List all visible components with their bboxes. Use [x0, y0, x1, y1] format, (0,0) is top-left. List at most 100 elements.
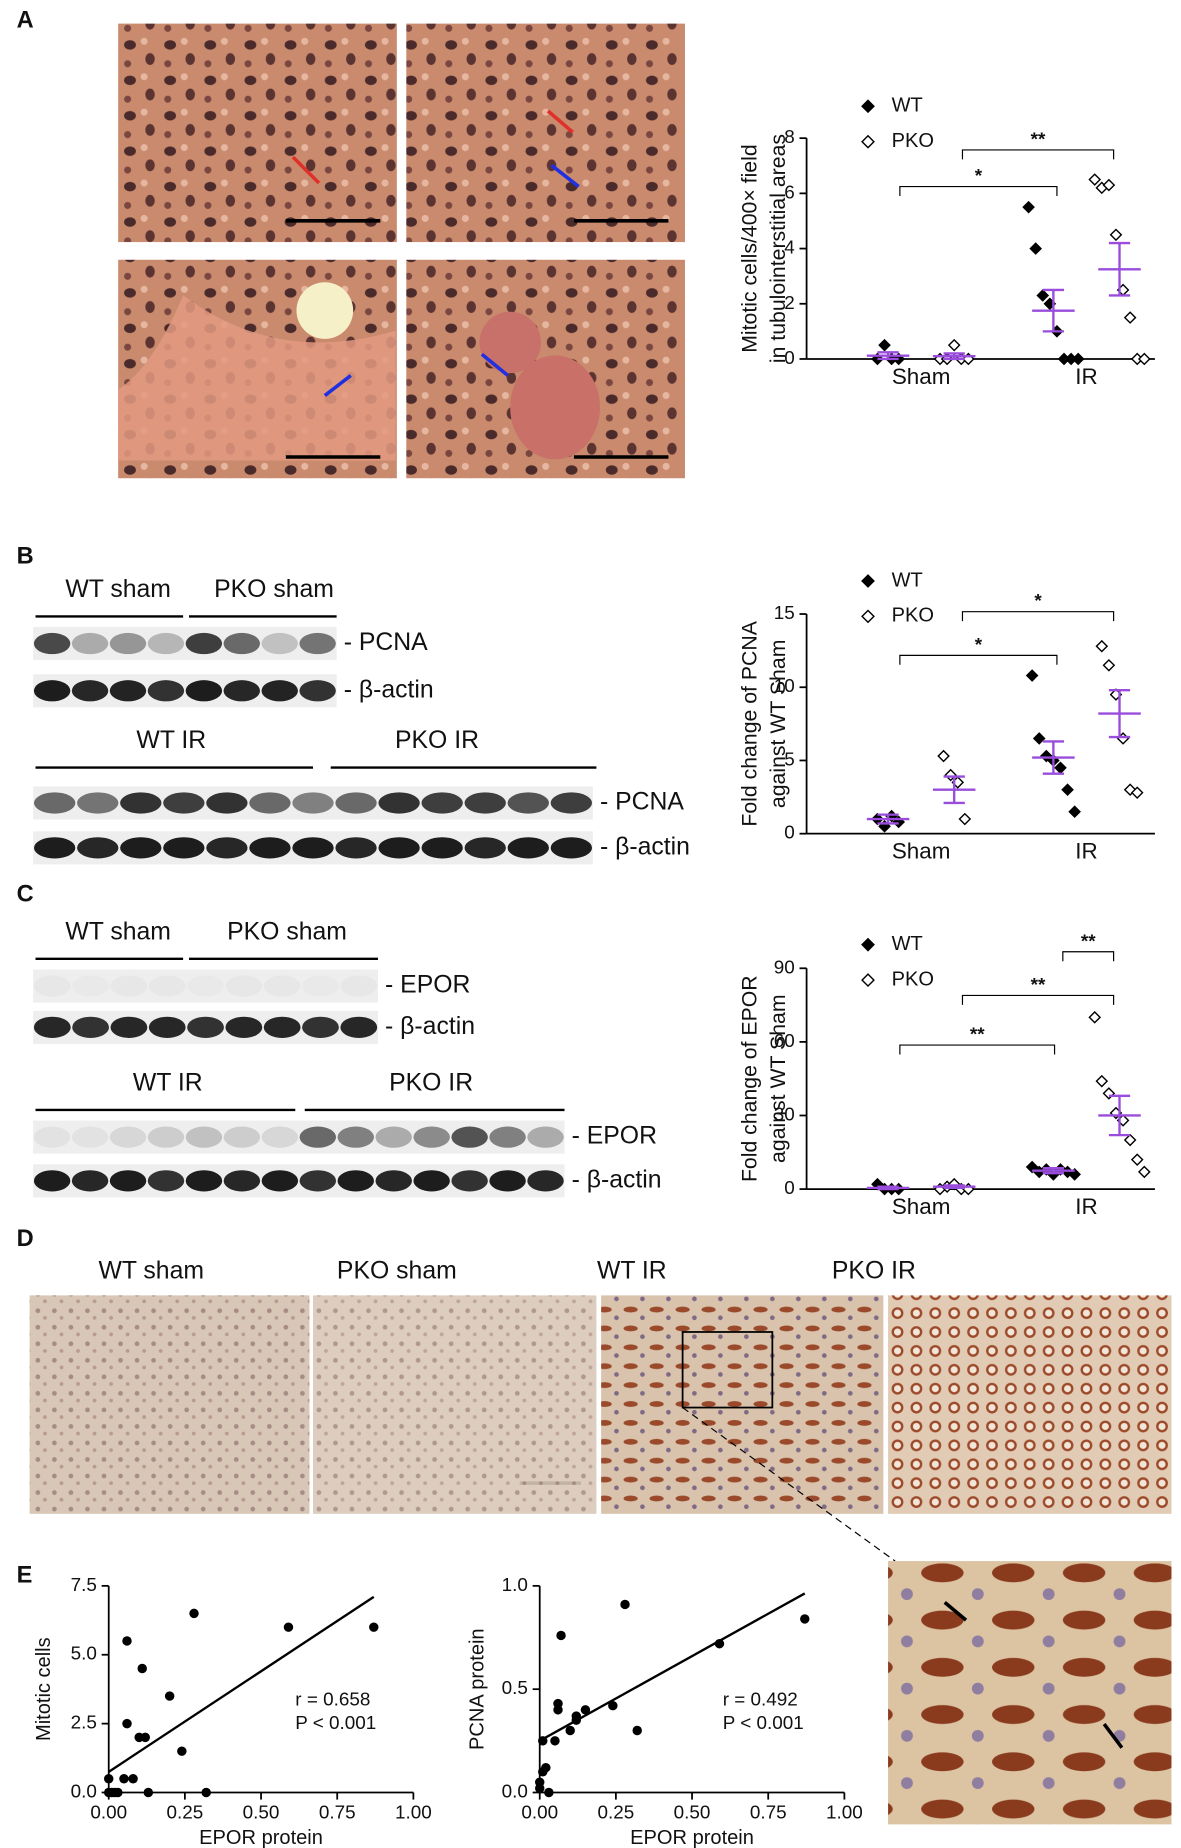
blot-band [421, 792, 463, 814]
x-tick-label: 0.25 [598, 1803, 635, 1824]
blot-band [71, 632, 109, 655]
data-point [556, 1630, 566, 1641]
data-point [113, 1787, 123, 1798]
micrograph-title: PKO IR [832, 1257, 916, 1284]
x-tick-label: 0.00 [521, 1803, 558, 1824]
data-point [140, 1732, 151, 1743]
micrograph [313, 1295, 597, 1514]
y-tick-label: 90 [774, 957, 795, 978]
panel-label: E [17, 1563, 33, 1589]
data-point [369, 1622, 379, 1632]
blot-band [120, 837, 162, 859]
blot-band [163, 792, 205, 814]
blot-row-label: - EPOR [572, 1123, 657, 1150]
error-bar [943, 775, 965, 805]
data-point [937, 749, 950, 763]
y-tick-label: 10 [774, 676, 795, 697]
blot-band [223, 1126, 261, 1148]
x-tick-label: IR [1075, 838, 1097, 863]
x-tick-label: 0.00 [90, 1803, 127, 1824]
blot-band [109, 1126, 147, 1148]
blot-band [249, 837, 291, 859]
data-point [565, 1725, 575, 1736]
x-tick-label: IR [1075, 1194, 1097, 1219]
y-tick-label: 2.5 [71, 1713, 97, 1734]
x-tick-label: Sham [892, 364, 951, 389]
data-point [580, 1705, 591, 1715]
legend-label: PKO [892, 130, 934, 152]
blot-band [264, 975, 301, 996]
blot-row-label: - β-actin [600, 833, 690, 860]
y-tick-label: 60 [774, 1031, 795, 1052]
blot-band [223, 1170, 261, 1192]
blot-row-label: - β-actin [385, 1013, 475, 1040]
cast [479, 311, 541, 374]
arrow [480, 352, 509, 377]
blot-band [147, 1126, 185, 1148]
data-point [189, 1608, 199, 1619]
legend-marker [861, 973, 875, 987]
blot-band [302, 975, 339, 996]
data-point [800, 1614, 810, 1624]
blot-band [413, 1170, 450, 1192]
stat-annotation: P < 0.001 [295, 1713, 376, 1734]
blot-band [451, 1126, 488, 1148]
y-tick-label: 5 [784, 749, 794, 770]
blot-band [340, 1016, 378, 1038]
y-tick-label: 30 [774, 1104, 795, 1125]
x-tick-label: IR [1075, 364, 1097, 389]
legend-marker [861, 99, 875, 114]
blot-band [302, 1016, 339, 1038]
blot-band [489, 1126, 526, 1148]
legend-label: PKO [892, 605, 934, 627]
blot-band [299, 1170, 337, 1192]
blot-band [292, 837, 334, 859]
legend-marker [861, 937, 875, 952]
micrograph-title: WT IR [597, 1257, 667, 1284]
blot-band [527, 1126, 564, 1148]
error-bar [1042, 288, 1065, 333]
blot-band [550, 837, 593, 859]
y-axis-title: Fold change of PCNA [738, 620, 762, 826]
y-tick-label: 0.0 [71, 1781, 97, 1802]
significance-label: ** [1031, 130, 1046, 151]
data-point [1029, 242, 1042, 255]
blot-band [223, 680, 260, 702]
arrow [323, 374, 352, 397]
data-point [1095, 639, 1109, 653]
data-point [1130, 1153, 1144, 1166]
blot-group: WT sham [65, 576, 171, 603]
stat-annotation: P < 0.001 [723, 1713, 804, 1734]
error-bar [1108, 688, 1131, 739]
inset-box [681, 1331, 774, 1409]
blot-band [464, 792, 506, 814]
blot-band [375, 1126, 412, 1148]
blot-band [148, 1016, 186, 1038]
inset-link [682, 1407, 896, 1562]
x-axis-title: EPOR protein [630, 1827, 754, 1848]
data-point [1088, 1011, 1102, 1024]
data-point [608, 1700, 618, 1711]
x-tick-label: Sham [892, 1194, 951, 1219]
data-point [1054, 761, 1067, 775]
significance-bracket [961, 994, 1115, 1005]
blot-band [185, 1126, 223, 1148]
arrows [291, 109, 580, 397]
blot-band [120, 792, 162, 814]
blot-band [299, 632, 336, 655]
inset-micrograph [888, 1561, 1172, 1825]
blot-band [34, 792, 76, 814]
blot-group: WT sham [65, 918, 171, 945]
legend-label: PKO [892, 968, 934, 990]
blot-band [261, 1126, 299, 1148]
error-bar [943, 352, 965, 361]
y-tick-label: 0 [784, 823, 794, 844]
data-point [1025, 669, 1039, 682]
micrograph [888, 1295, 1172, 1514]
fit-line [108, 1595, 375, 1773]
data-point [122, 1718, 132, 1729]
blot-band [77, 792, 119, 814]
data-point [1102, 1087, 1116, 1100]
data-point [1095, 1074, 1109, 1088]
data-point [1088, 173, 1102, 186]
